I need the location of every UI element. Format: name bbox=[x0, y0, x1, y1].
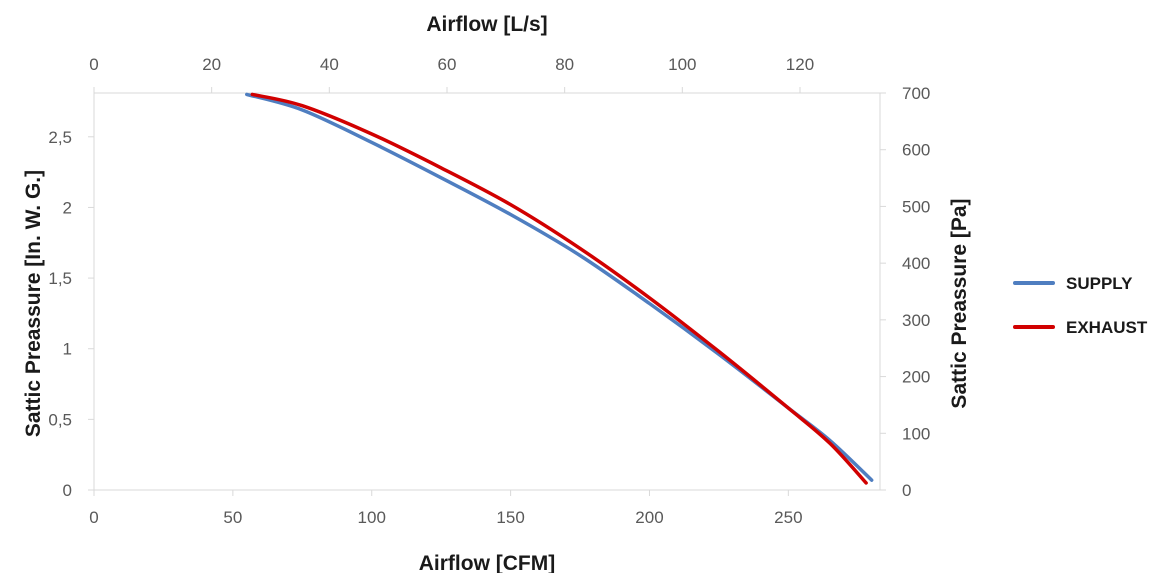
series-line-supply bbox=[245, 92, 874, 482]
right-y-axis-title: Sattic Preassure [Pa] bbox=[948, 198, 971, 408]
bottom-x-axis-title: Airflow [CFM] bbox=[419, 552, 555, 573]
right-tick-label: 100 bbox=[902, 424, 930, 443]
right-tick-label: 500 bbox=[902, 197, 930, 216]
right-tick-label: 200 bbox=[902, 368, 930, 387]
left-tick-label: 2,5 bbox=[48, 128, 72, 147]
top-x-axis-title: Airflow [L/s] bbox=[426, 13, 547, 36]
top-tick-label: 80 bbox=[555, 55, 574, 74]
legend-label-exhaust: EXHAUST bbox=[1066, 318, 1148, 337]
series-line-exhaust bbox=[250, 92, 868, 485]
left-tick-label: 2 bbox=[63, 198, 72, 217]
left-tick-label: 1,5 bbox=[48, 269, 72, 288]
right-tick-label: 400 bbox=[902, 254, 930, 273]
top-tick-label: 60 bbox=[438, 55, 457, 74]
bottom-tick-label: 200 bbox=[635, 508, 663, 527]
top-tick-label: 40 bbox=[320, 55, 339, 74]
left-y-axis-title: Sattic Preassure [In. W. G.] bbox=[22, 170, 45, 437]
top-tick-label: 120 bbox=[786, 55, 814, 74]
series-layer bbox=[245, 92, 874, 485]
right-tick-label: 600 bbox=[902, 141, 930, 160]
ticks: 0 50 100 150 200 250 0 20 40 60 80 100 120 0 0,5 1 1,5 2 2… bbox=[48, 55, 930, 527]
bottom-tick-label: 0 bbox=[89, 508, 98, 527]
left-tick-label: 0,5 bbox=[48, 410, 72, 429]
top-tick-label: 20 bbox=[202, 55, 221, 74]
legend: SUPPLY EXHAUST bbox=[1013, 274, 1148, 337]
right-tick-label: 300 bbox=[902, 311, 930, 330]
legend-label-supply: SUPPLY bbox=[1066, 274, 1133, 293]
bottom-tick-label: 100 bbox=[358, 508, 386, 527]
right-tick-label: 700 bbox=[902, 84, 930, 103]
top-tick-label: 0 bbox=[89, 55, 98, 74]
top-tick-label: 100 bbox=[668, 55, 696, 74]
bottom-tick-label: 150 bbox=[496, 508, 524, 527]
bottom-tick-label: 250 bbox=[774, 508, 802, 527]
axes bbox=[93, 92, 881, 491]
left-tick-label: 1 bbox=[63, 340, 72, 359]
left-tick-label: 0 bbox=[63, 481, 72, 500]
bottom-tick-label: 50 bbox=[223, 508, 242, 527]
right-tick-label: 0 bbox=[902, 481, 911, 500]
